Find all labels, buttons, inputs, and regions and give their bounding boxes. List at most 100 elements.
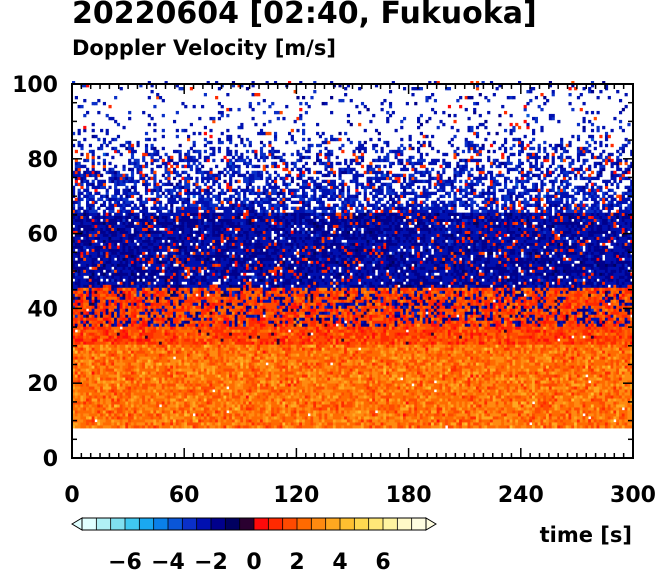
heatmap-cell — [125, 146, 129, 151]
heatmap-cell — [150, 251, 154, 255]
heatmap-cell — [139, 317, 143, 321]
heatmap-cell — [175, 284, 179, 288]
heatmap-cell — [206, 260, 210, 264]
heatmap-cell — [192, 419, 196, 423]
heatmap-cell — [192, 359, 196, 363]
heatmap-cell — [97, 353, 101, 357]
heatmap-cell — [192, 236, 196, 240]
heatmap-cell — [77, 167, 81, 172]
heatmap-cell — [108, 236, 112, 240]
heatmap-cell — [80, 404, 84, 408]
heatmap-cell — [91, 275, 95, 279]
heatmap-cell — [164, 416, 168, 420]
heatmap-cell — [184, 323, 188, 327]
heatmap-cell — [215, 164, 219, 169]
heatmap-cell — [130, 287, 135, 291]
heatmap-cell — [102, 263, 107, 267]
heatmap-cell — [234, 329, 238, 333]
heatmap-cell — [86, 287, 90, 291]
heatmap-cell — [178, 320, 182, 324]
heatmap-cell — [128, 248, 132, 252]
heatmap-cell — [136, 314, 140, 318]
heatmap-cell — [189, 257, 193, 261]
heatmap-cell — [142, 398, 146, 402]
heatmap-cell — [181, 86, 185, 91]
heatmap-cell — [156, 335, 160, 339]
heatmap-cell — [172, 218, 177, 222]
heatmap-cell — [100, 404, 104, 408]
heatmap-cell — [209, 287, 213, 291]
heatmap-cell — [122, 419, 126, 423]
heatmap-cell — [74, 416, 78, 420]
heatmap-cell — [142, 419, 146, 423]
heatmap-cell — [231, 167, 236, 172]
heatmap-cell — [226, 257, 230, 261]
heatmap-cell — [212, 347, 216, 351]
heatmap-cell — [86, 347, 90, 351]
heatmap-cell — [147, 350, 151, 354]
heatmap-cell — [108, 395, 112, 399]
heatmap-cell — [231, 212, 236, 216]
heatmap-cell — [102, 137, 107, 142]
heatmap-cell — [88, 221, 92, 225]
heatmap-cell — [201, 281, 205, 285]
heatmap-cell — [206, 332, 210, 336]
heatmap-cell — [125, 308, 129, 312]
heatmap-cell — [125, 227, 129, 231]
heatmap-cell — [72, 236, 76, 240]
heatmap-cell — [102, 383, 107, 387]
heatmap-cell — [114, 416, 118, 420]
heatmap-cell — [142, 221, 146, 225]
heatmap-cell — [181, 326, 185, 330]
heatmap-cell — [122, 338, 126, 342]
heatmap-cell — [156, 158, 160, 163]
heatmap-cell — [116, 272, 121, 276]
heatmap-cell — [234, 425, 238, 429]
heatmap-cell — [128, 425, 132, 429]
heatmap-cell — [100, 302, 104, 306]
heatmap-cell — [133, 422, 137, 426]
heatmap-cell — [116, 335, 121, 339]
heatmap-cell — [192, 389, 196, 393]
heatmap-cell — [229, 305, 233, 309]
heatmap-cell — [116, 293, 121, 297]
heatmap-cell — [220, 332, 224, 336]
heatmap-cell — [189, 377, 193, 381]
heatmap-cell — [147, 332, 151, 336]
heatmap-cell — [77, 302, 81, 306]
heatmap-cell — [187, 392, 191, 396]
heatmap-cell — [195, 149, 199, 154]
heatmap-cell — [74, 296, 78, 300]
heatmap-cell — [100, 317, 104, 321]
heatmap-cell — [223, 353, 227, 357]
heatmap-cell — [172, 257, 177, 261]
heatmap-cell — [108, 167, 112, 172]
heatmap-cell — [184, 317, 188, 321]
heatmap-cell — [91, 239, 95, 243]
heatmap-cell — [229, 320, 233, 324]
heatmap-cell — [212, 290, 216, 294]
heatmap-cell — [217, 371, 222, 375]
heatmap-cell — [102, 290, 107, 294]
heatmap-cell — [119, 308, 123, 312]
heatmap-cell — [201, 224, 205, 228]
heatmap-cell — [77, 218, 81, 222]
heatmap-cell — [128, 146, 132, 151]
heatmap-cell — [108, 362, 112, 366]
heatmap-cell — [231, 416, 236, 420]
heatmap-cell — [119, 290, 123, 294]
heatmap-cell — [153, 416, 157, 420]
heatmap-cell — [77, 191, 81, 196]
heatmap-cell — [111, 236, 115, 240]
heatmap-cell — [231, 236, 236, 240]
heatmap-cell — [86, 401, 90, 405]
heatmap-cell — [181, 332, 185, 336]
heatmap-cell — [83, 260, 87, 264]
heatmap-cell — [105, 170, 109, 175]
heatmap-cell — [195, 206, 199, 211]
heatmap-cell — [164, 266, 168, 270]
heatmap-cell — [122, 398, 126, 402]
heatmap-cell — [223, 383, 227, 387]
heatmap-cell — [88, 353, 92, 357]
heatmap-cell — [94, 329, 98, 333]
